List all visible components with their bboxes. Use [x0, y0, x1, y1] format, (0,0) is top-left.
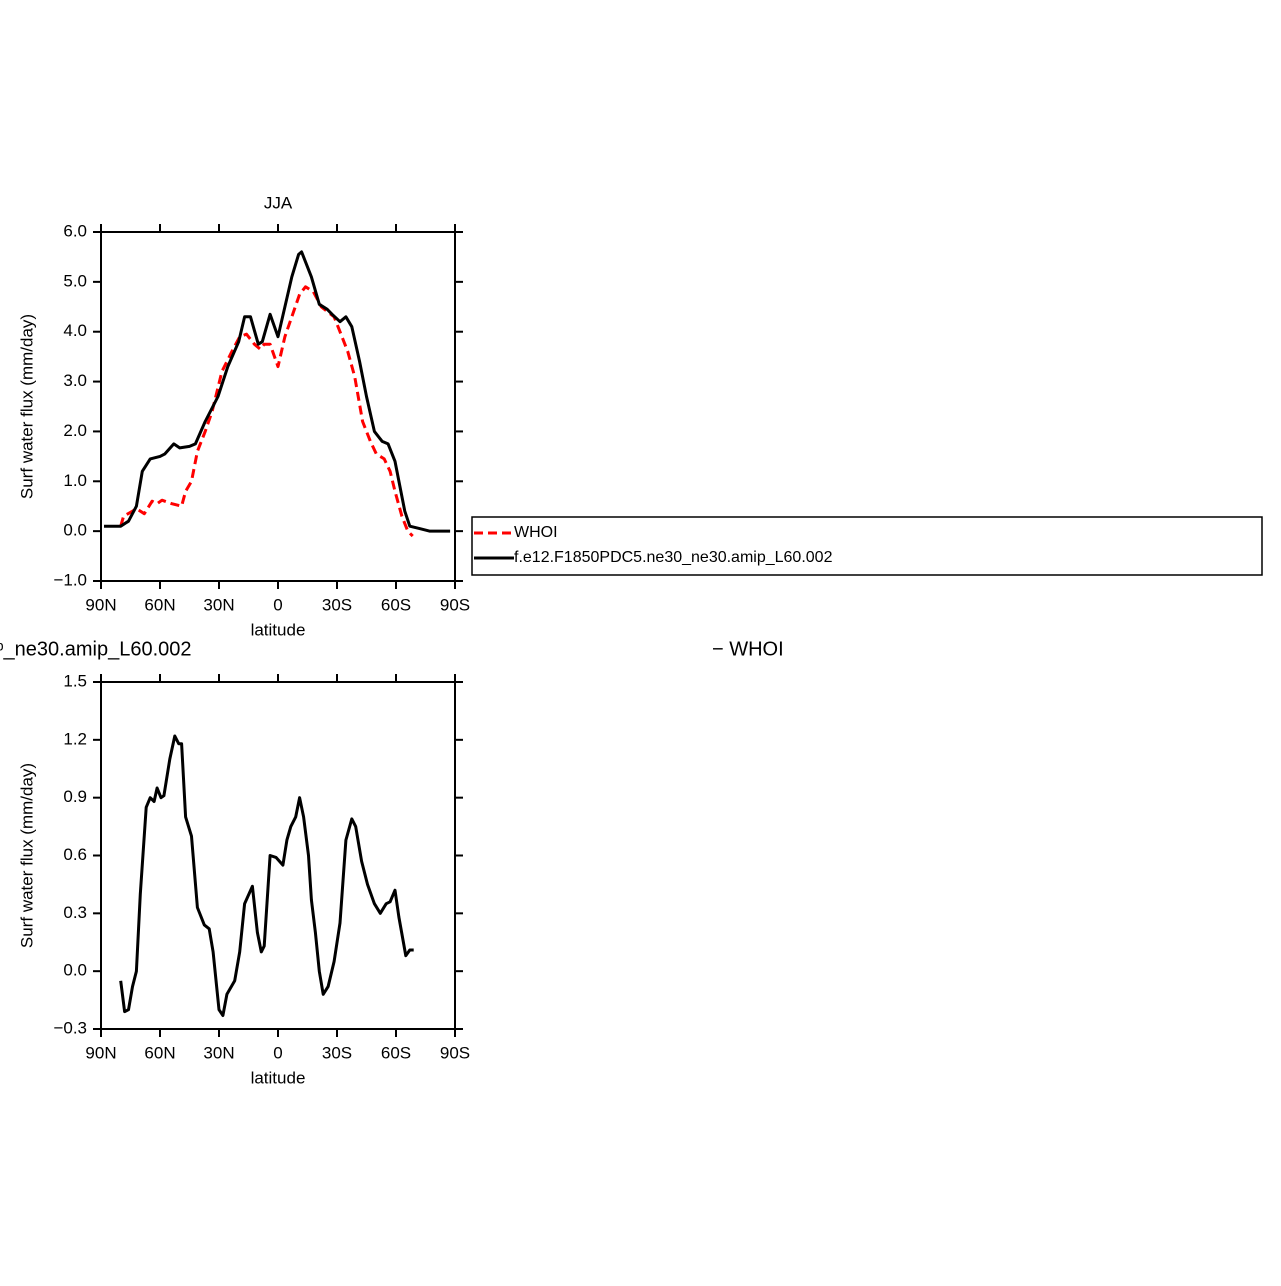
y-tick-label: −1.0	[53, 570, 87, 589]
x-tick-label: 30N	[203, 595, 234, 614]
y-tick-label: 1.0	[63, 471, 87, 490]
y-tick-label: 1.2	[63, 729, 87, 748]
y-tick-label: 6.0	[63, 221, 87, 240]
legend-label: WHOI	[514, 524, 558, 541]
x-tick-label: 60N	[144, 1043, 175, 1062]
legend-box	[471, 516, 1263, 576]
y-tick-label: 5.0	[63, 271, 87, 290]
x-tick-label: 30N	[203, 1043, 234, 1062]
x-tick-label: 90S	[440, 595, 470, 614]
left-title: ᵖ_ne30.amip_L60.002	[0, 638, 192, 660]
x-tick-label: 60S	[381, 595, 411, 614]
x-tick-label: 30S	[322, 1043, 352, 1062]
x-tick-label: 90N	[85, 1043, 116, 1062]
data-line	[119, 734, 414, 1017]
x-tick-label: 60N	[144, 595, 175, 614]
y-tick-label: 0.3	[63, 903, 87, 922]
data-line	[104, 250, 451, 533]
y-tick-label: 0.6	[63, 845, 87, 864]
y-tick-label: 0.0	[63, 961, 87, 980]
x-tick-label: 30S	[322, 595, 352, 614]
plot-frame	[100, 681, 456, 1030]
y-tick-label: 2.0	[63, 421, 87, 440]
x-tick-label: 0	[273, 1043, 282, 1062]
y-axis-label: Surf water flux (mm/day)	[17, 763, 36, 948]
x-tick-label: 60S	[381, 1043, 411, 1062]
chart-title: JJA	[264, 193, 293, 212]
x-tick-label: 0	[273, 595, 282, 614]
y-tick-label: 1.5	[63, 671, 87, 690]
y-tick-label: 4.0	[63, 321, 87, 340]
x-tick-label: 90S	[440, 1043, 470, 1062]
y-tick-label: 3.0	[63, 371, 87, 390]
x-tick-label: 90N	[85, 595, 116, 614]
data-line	[119, 285, 414, 538]
y-tick-label: 0.0	[63, 521, 87, 540]
y-axis-label: Surf water flux (mm/day)	[17, 314, 36, 499]
right-title: − WHOI	[712, 638, 784, 660]
y-tick-label: −0.3	[53, 1018, 87, 1037]
x-axis-label: latitude	[251, 620, 306, 639]
plot-frame	[100, 231, 456, 582]
y-tick-label: 0.9	[63, 787, 87, 806]
legend-label: f.e12.F1850PDC5.ne30_ne30.amip_L60.002	[514, 549, 833, 566]
x-axis-label: latitude	[251, 1068, 306, 1087]
